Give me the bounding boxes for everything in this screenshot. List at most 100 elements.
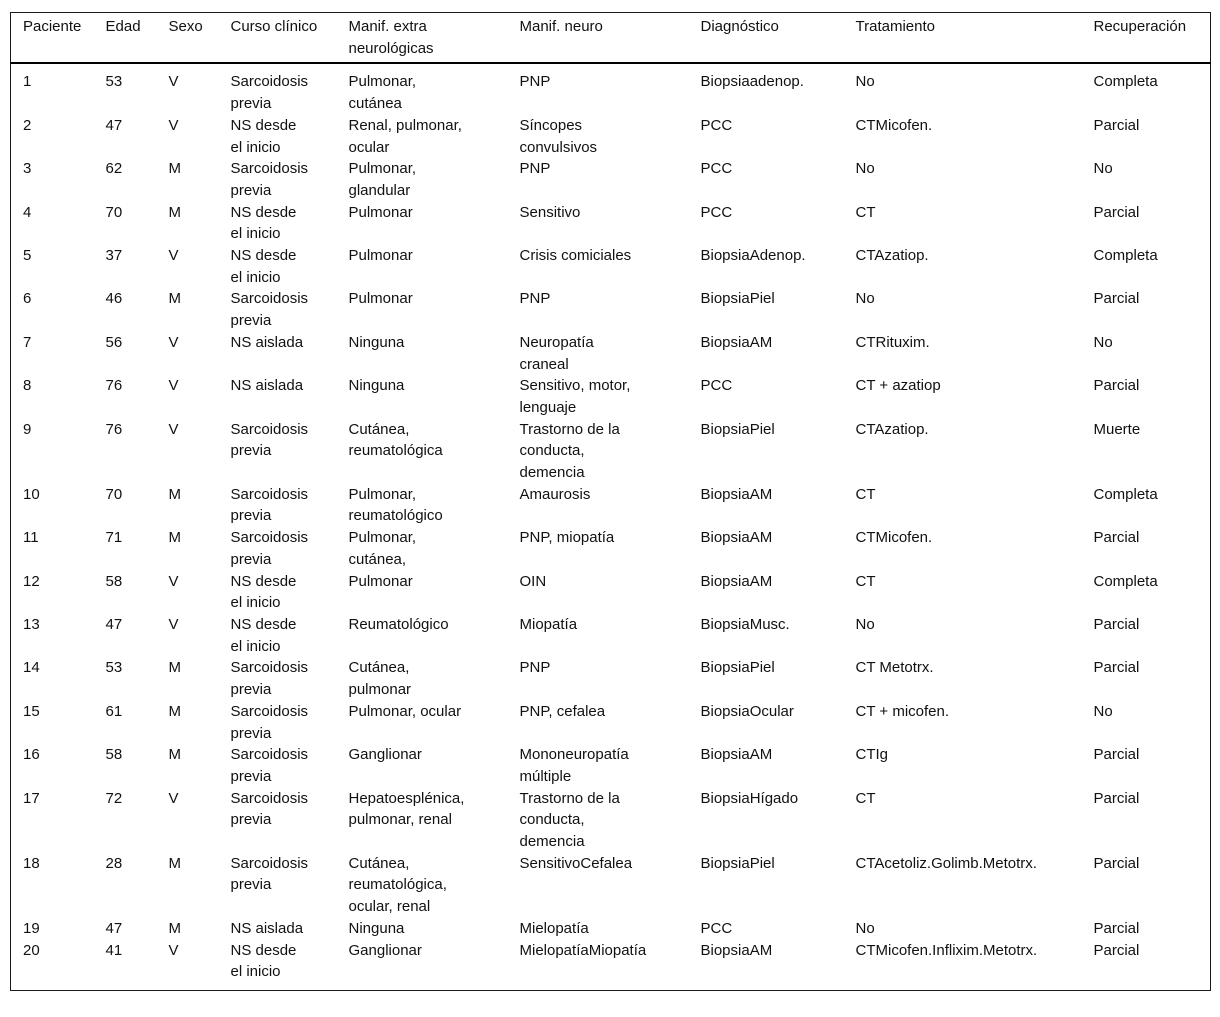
cell-curso-clinico: NS aislada [230, 333, 304, 351]
cell-sexo: M [168, 290, 182, 308]
cell-diagnostico: PCC [700, 203, 733, 221]
table-row: 13 47 V NS desde el inicio Reumatológico Miop… [11, 614, 1211, 657]
column-header-edad: Edad [105, 12, 169, 65]
table-row: 11 71 M Sarcoidosis previa Pulmonar, cutánea… [11, 527, 1211, 570]
cell-recuperacion: Parcial [1093, 659, 1140, 677]
cell-diagnostico: BiopsiaAM [700, 941, 773, 959]
cell-sexo: V [168, 615, 179, 633]
cell-manif-extra: Pulmonar [348, 572, 413, 590]
cell-tratamiento: No [855, 73, 875, 91]
cell-recuperacion: Parcial [1093, 377, 1140, 395]
cell-diagnostico: PCC [700, 919, 733, 937]
cell-recuperacion: Parcial [1093, 919, 1140, 937]
cell-manif-neuro: MielopatíaMiopatía [519, 941, 647, 959]
cell-recuperacion: No [1093, 333, 1113, 351]
cell-sexo: V [168, 420, 179, 438]
table-row: 1 53 V Sarcoidosis previa Pulmonar, cutánea P… [11, 63, 1211, 114]
cell-curso-clinico: Sarcoidosis previa [230, 420, 309, 460]
cell-sexo: M [168, 203, 182, 221]
cell-recuperacion: Parcial [1093, 203, 1140, 221]
cell-sexo: M [168, 529, 182, 547]
table-row: 5 37 V NS desde el inicio Pulmonar Crisis com… [11, 245, 1211, 288]
cell-curso-clinico: Sarcoidosis previa [230, 659, 309, 699]
cell-manif-neuro: Mielopatía [519, 919, 589, 937]
cell-manif-extra: Ganglionar [348, 746, 422, 764]
table-body: 1 53 V Sarcoidosis previa Pulmonar, cutánea P… [11, 63, 1211, 990]
cell-tratamiento: CTRituxim. [855, 333, 930, 351]
cell-manif-neuro: Amaurosis [519, 485, 591, 503]
cell-manif-extra: Cutánea, pulmonar [348, 659, 412, 699]
cell-manif-extra: Ninguna [348, 333, 405, 351]
cell-paciente: 6 [23, 290, 32, 308]
cell-sexo: M [168, 485, 182, 503]
cell-paciente: 5 [23, 247, 32, 265]
table-row: 7 56 V NS aislada Ninguna Neuropatía craneal B… [11, 332, 1211, 375]
cell-diagnostico: BiopsiaPiel [700, 659, 775, 677]
cell-diagnostico: PCC [700, 160, 733, 178]
cell-curso-clinico: NS desde el inicio [230, 247, 297, 286]
cell-manif-neuro: SensitivoCefalea [519, 854, 633, 872]
cell-edad: 53 [105, 73, 123, 91]
table-row: 12 58 V NS desde el inicio Pulmonar OIN Biopsi… [11, 571, 1211, 614]
table-row: 20 41 V NS desde el inicio Ganglionar Mielopa… [11, 940, 1211, 991]
cell-paciente: 2 [23, 116, 32, 134]
cell-manif-extra: Cutánea, reumatológica [348, 420, 443, 460]
cell-manif-extra: Pulmonar, cutánea, [348, 529, 417, 568]
cell-recuperacion: Parcial [1093, 290, 1140, 308]
cell-diagnostico: BiopsiaPiel [700, 290, 775, 308]
cell-edad: 56 [105, 333, 123, 351]
cell-curso-clinico: Sarcoidosis previa [230, 789, 309, 829]
cell-paciente: 13 [23, 615, 40, 633]
column-header-diagnostico: Diagnóstico [700, 12, 856, 65]
cell-manif-extra: Pulmonar [348, 290, 413, 308]
cell-tratamiento: CT + azatiop [855, 377, 941, 395]
cell-curso-clinico: NS aislada [230, 919, 304, 937]
cell-tratamiento: CTAzatiop. [855, 247, 929, 265]
cell-tratamiento: CTIg [855, 746, 889, 764]
cell-edad: 61 [105, 702, 123, 720]
cell-diagnostico: BiopsiaMusc. [700, 615, 790, 633]
cell-tratamiento: CT + micofen. [855, 702, 950, 720]
cell-paciente: 15 [23, 702, 40, 720]
cell-curso-clinico: Sarcoidosis previa [230, 746, 309, 785]
cell-recuperacion: Completa [1093, 73, 1158, 91]
cell-edad: 62 [105, 160, 123, 178]
cell-edad: 58 [105, 572, 123, 590]
cell-curso-clinico: Sarcoidosis previa [230, 529, 309, 568]
cell-curso-clinico: Sarcoidosis previa [230, 854, 309, 894]
cell-manif-neuro: PNP [519, 290, 551, 308]
patients-table: Paciente Edad Sexo Curso clínico Manif. extr… [10, 12, 1211, 991]
cell-manif-extra: Ninguna [348, 377, 405, 395]
cell-diagnostico: BiopsiaHígado [700, 789, 799, 807]
cell-diagnostico: Biopsiaadenop. [700, 73, 804, 91]
cell-recuperacion: Parcial [1093, 615, 1140, 633]
cell-manif-neuro: Sensitivo, motor, lenguaje [519, 377, 631, 416]
cell-paciente: 12 [23, 572, 40, 590]
cell-paciente: 16 [23, 746, 40, 764]
table-row: 19 47 M NS aislada Ninguna Mielopatía PCC No Par… [11, 918, 1211, 940]
cell-diagnostico: BiopsiaAM [700, 572, 773, 590]
cell-manif-extra: Cutánea, reumatológica, ocular, renal [348, 854, 447, 916]
cell-manif-extra: Pulmonar [348, 247, 413, 265]
cell-tratamiento: CTAzatiop. [855, 420, 929, 438]
cell-tratamiento: No [855, 615, 875, 633]
table-row: 18 28 M Sarcoidosis previa Cutánea, reumatol… [11, 853, 1211, 918]
cell-tratamiento: CTMicofen.Inflixim.Metotrx. [855, 941, 1038, 959]
cell-recuperacion: No [1093, 702, 1113, 720]
cell-paciente: 17 [23, 789, 40, 807]
cell-paciente: 11 [23, 529, 39, 547]
cell-recuperacion: Parcial [1093, 116, 1140, 134]
cell-tratamiento: No [855, 919, 875, 937]
cell-sexo: M [168, 854, 182, 872]
cell-diagnostico: BiopsiaAM [700, 333, 773, 351]
cell-tratamiento: CTAcetoliz.Golimb.Metotrx. [855, 854, 1037, 872]
cell-edad: 37 [105, 247, 123, 265]
table-row: 2 47 V NS desde el inicio Renal, pulmonar, o… [11, 115, 1211, 158]
cell-manif-neuro: PNP, miopatía [519, 529, 615, 547]
cell-paciente: 19 [23, 919, 40, 937]
cell-sexo: M [168, 746, 182, 764]
patients-table-container: Paciente Edad Sexo Curso clínico Manif. extr… [10, 12, 1211, 991]
column-header-tratamiento: Tratamiento [855, 12, 1094, 65]
cell-curso-clinico: NS desde el inicio [230, 203, 297, 243]
cell-manif-neuro: Crisis comiciales [519, 247, 632, 265]
